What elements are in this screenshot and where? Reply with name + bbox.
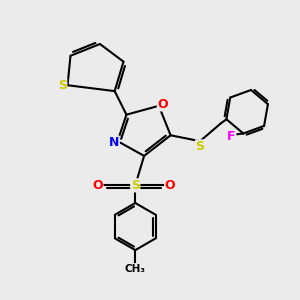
Text: O: O (157, 98, 168, 111)
Text: F: F (227, 130, 236, 143)
Text: O: O (92, 179, 103, 192)
Text: O: O (165, 179, 175, 192)
Text: CH₃: CH₃ (125, 264, 146, 274)
Text: S: S (131, 179, 140, 192)
Text: S: S (196, 140, 205, 153)
Text: S: S (58, 79, 67, 92)
Text: N: N (109, 136, 119, 149)
